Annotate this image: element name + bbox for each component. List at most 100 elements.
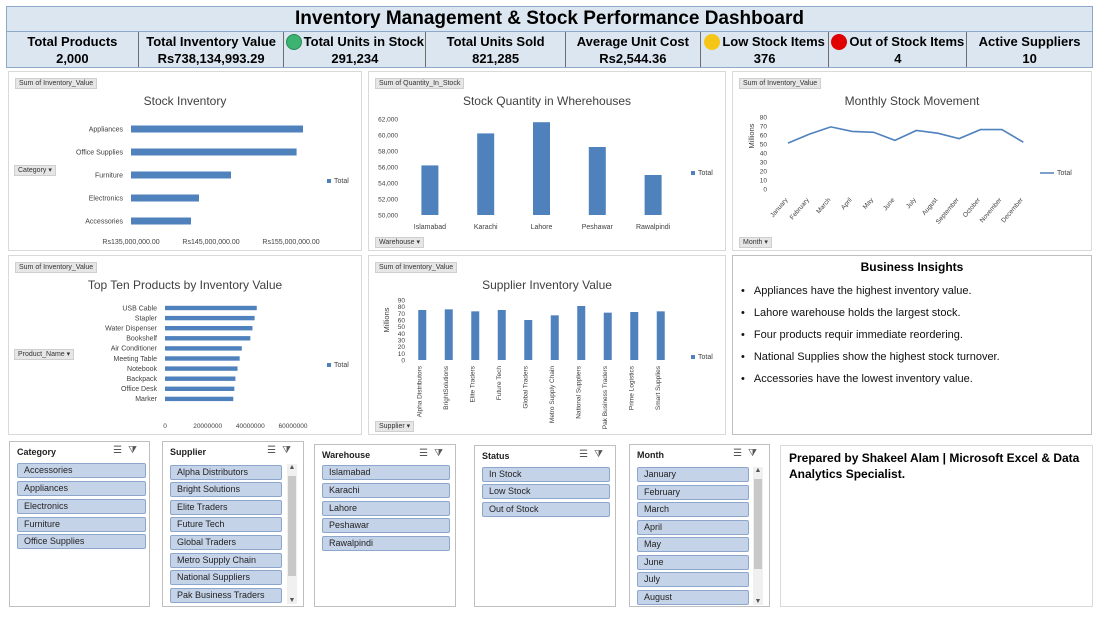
slicer-item-peshawar[interactable]: Peshawar [322, 518, 450, 533]
kpi-label: Total Products [27, 34, 118, 49]
value-field-button[interactable]: Sum of Inventory_Value [375, 262, 458, 273]
product-label: Air Conditioner [111, 346, 158, 353]
slicer-item-june[interactable]: June [637, 555, 749, 570]
legend-label: Total [698, 354, 713, 361]
supplier-scrollbar[interactable]: ▲ ▼ [287, 464, 297, 604]
slicer-item-low-stock[interactable]: Low Stock [482, 484, 610, 499]
slicer-item-july[interactable]: July [637, 572, 749, 587]
y-tick-label: 80 [760, 115, 768, 122]
stock-inventory-chart-panel: Sum of Inventory_Value Stock Inventory C… [8, 71, 362, 251]
scroll-down-icon[interactable]: ▼ [754, 598, 762, 605]
slicer-item-alpha-distributors[interactable]: Alpha Distributors [170, 465, 282, 480]
slicer-item-office-supplies[interactable]: Office Supplies [17, 534, 146, 549]
slicer-item-bright-solutions[interactable]: Bright Solutions [170, 482, 282, 497]
y-tick-label: 30 [760, 160, 768, 167]
scroll-up-icon[interactable]: ▲ [754, 467, 762, 474]
slicer-item-furniture[interactable]: Furniture [17, 517, 146, 532]
slicer-item-lahore[interactable]: Lahore [322, 501, 450, 516]
slicer-item-elite-traders[interactable]: Elite Traders [170, 500, 282, 515]
product-label: Bookshelf [126, 336, 157, 343]
slicer-item-may[interactable]: May [637, 537, 749, 552]
bar-peshawar [588, 147, 606, 215]
slicer-item-national-suppliers[interactable]: National Suppliers [170, 570, 282, 585]
slicer-item-in-stock[interactable]: In Stock [482, 467, 610, 482]
bar-metro-supply-chain [550, 315, 559, 360]
slicer-item-appliances[interactable]: Appliances [17, 481, 146, 496]
clear-filter-icon[interactable]: ⧩ [594, 449, 609, 460]
legend-label: Total [334, 362, 349, 369]
clear-filter-icon[interactable]: ⧩ [434, 448, 449, 459]
product-label: Backpack [127, 376, 158, 383]
slicer-item-march[interactable]: March [637, 502, 749, 517]
slicer-item-out-of-stock[interactable]: Out of Stock [482, 502, 610, 517]
multi-select-icon[interactable]: ☰ [579, 449, 595, 460]
slicer-item-august[interactable]: August [637, 590, 749, 605]
stock-quantity-chart-panel: Sum of Quantity_In_Stock Stock Quantity … [368, 71, 726, 251]
clear-filter-icon[interactable]: ⧩ [128, 445, 143, 456]
scroll-down-icon[interactable]: ▼ [288, 597, 296, 604]
month-label: February [789, 196, 812, 221]
slicer-item-april[interactable]: April [637, 520, 749, 535]
slicer-item-accessories[interactable]: Accessories [17, 463, 146, 478]
month-scrollbar[interactable]: ▲ ▼ [753, 467, 763, 605]
slicer-item-metro-supply-chain[interactable]: Metro Supply Chain [170, 553, 282, 568]
kpi-value: Rs2,544.36 [599, 51, 667, 66]
chart-title: Supplier Inventory Value [482, 278, 612, 292]
multi-select-icon[interactable]: ☰ [267, 445, 283, 456]
category-field-button[interactable]: Category ▾ [14, 165, 56, 176]
bar-office-desk [165, 386, 235, 391]
multi-select-icon[interactable]: ☰ [419, 448, 435, 459]
scroll-thumb[interactable] [754, 479, 762, 569]
kpi-value: 10 [1022, 51, 1037, 66]
supplier-field-button[interactable]: Supplier ▾ [375, 421, 415, 432]
month-label: October [962, 196, 983, 219]
y-tick-label: 80 [398, 304, 406, 311]
supplier-label: Future Tech [496, 366, 503, 401]
red-status-dot-icon [831, 33, 848, 50]
slicer-item-future-tech[interactable]: Future Tech [170, 517, 282, 532]
slicer-item-global-traders[interactable]: Global Traders [170, 535, 282, 550]
slicer-item-january[interactable]: January [637, 467, 749, 482]
value-field-button[interactable]: Sum of Quantity_In_Stock [375, 78, 465, 89]
legend-swatch [691, 355, 695, 359]
legend-label: Total [698, 170, 713, 177]
y-tick-label: 60 [398, 318, 406, 325]
value-field-button[interactable]: Sum of Inventory_Value [739, 78, 822, 89]
slicer-item-february[interactable]: February [637, 485, 749, 500]
warehouse-field-button[interactable]: Warehouse ▾ [375, 237, 425, 248]
x-tick-label: 20000000 [193, 423, 222, 430]
slicer-item-karachi[interactable]: Karachi [322, 483, 450, 498]
month-field-button[interactable]: Month ▾ [739, 237, 772, 248]
bar-national-suppliers [577, 306, 586, 360]
x-tick-label: Rs145,000,000.00 [182, 239, 239, 246]
kpi-active-suppliers: Active Suppliers 10 [967, 32, 1092, 67]
x-tick-label: Rs155,000,000.00 [262, 239, 319, 246]
bar-brightsolutions [444, 309, 453, 360]
product-label: USB Cable [122, 305, 157, 312]
insight-item: National Supplies show the highest stock… [741, 346, 1000, 368]
slicer-item-electronics[interactable]: Electronics [17, 499, 146, 514]
bar-electronics [131, 194, 199, 202]
clear-filter-icon[interactable]: ⧩ [282, 445, 297, 456]
scroll-up-icon[interactable]: ▲ [288, 464, 296, 471]
value-field-button[interactable]: Sum of Inventory_Value [15, 262, 98, 273]
multi-select-icon[interactable]: ☰ [733, 448, 749, 459]
insight-item: Appliances have the highest inventory va… [741, 280, 1000, 302]
multi-select-icon[interactable]: ☰ [113, 445, 129, 456]
insight-item: Four products requir immediate reorderin… [741, 324, 1000, 346]
slicer-title: Supplier [170, 447, 207, 457]
chart-title: Stock Quantity in Wherehouses [462, 94, 632, 108]
y-tick-label: 58,000 [378, 149, 398, 156]
slicer-item-rawalpindi[interactable]: Rawalpindi [322, 536, 450, 551]
slicer-item-pak-business-traders[interactable]: Pak Business Traders [170, 588, 282, 603]
bar-office-supplies [131, 148, 297, 156]
product-name-field-button[interactable]: Product_Name ▾ [14, 349, 75, 360]
kpi-row: Total Products 2,000 Total Inventory Val… [6, 32, 1093, 68]
legend-label: Total [1057, 170, 1072, 177]
clear-filter-icon[interactable]: ⧩ [748, 448, 763, 459]
chart-title: Top Ten Products by Inventory Value [87, 278, 283, 292]
slicer-item-islamabad[interactable]: Islamabad [322, 465, 450, 480]
scroll-thumb[interactable] [288, 476, 296, 576]
y-tick-label: 40 [398, 331, 406, 338]
value-field-button[interactable]: Sum of Inventory_Value [15, 78, 98, 89]
